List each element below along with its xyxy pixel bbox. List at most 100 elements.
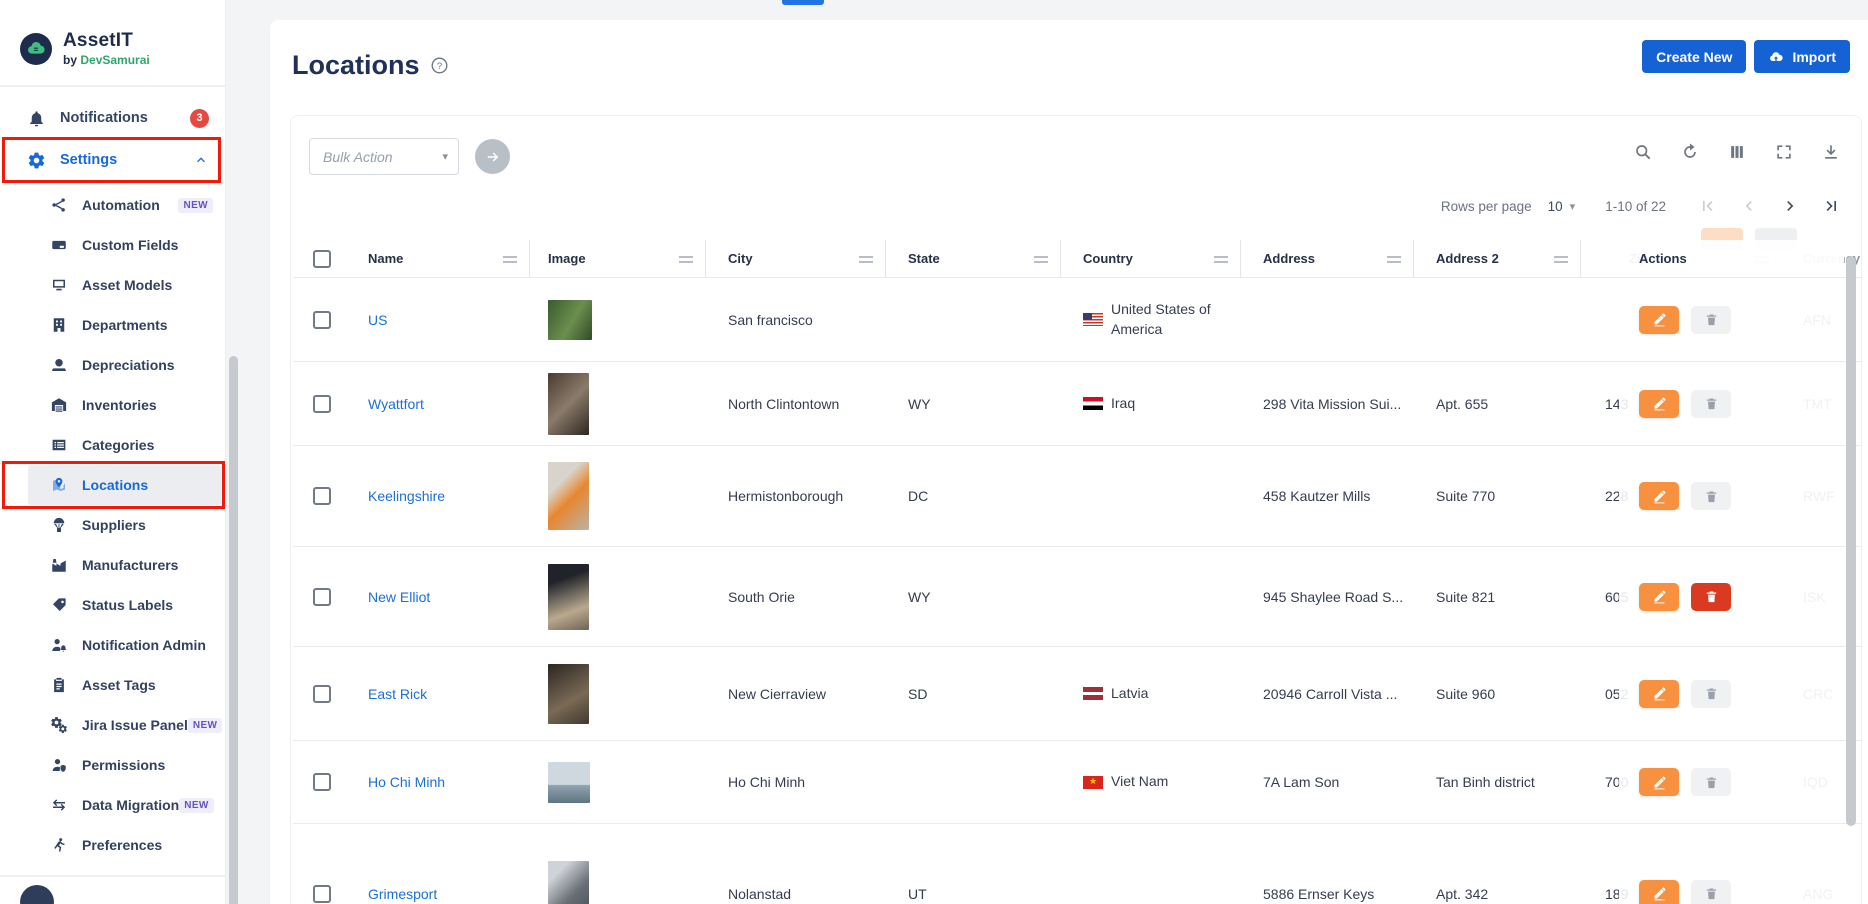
bulk-action-placeholder: Bulk Action [323,148,393,165]
sidebar-item[interactable]: Status Labels [28,585,221,625]
row-checkbox[interactable] [313,773,331,791]
view-columns-icon[interactable] [1727,142,1747,162]
sidebar-item[interactable]: Categories [28,425,221,465]
delete-button[interactable] [1691,679,1731,708]
sidebar-scrollbar-thumb[interactable] [229,356,238,904]
column-drag-handle[interactable] [1554,255,1568,263]
column-drag-handle[interactable] [1214,255,1228,263]
sidebar-item[interactable]: Suppliers [28,505,221,545]
location-name-link[interactable]: East Rick [368,685,428,702]
state-cell [886,278,1061,361]
edit-button[interactable] [1639,768,1679,796]
sidebar-item[interactable]: Asset Tags [28,665,221,705]
actions-cell [1619,362,1844,446]
sidebar-item[interactable]: Manufacturers [28,545,221,585]
page-next-icon[interactable] [1780,196,1800,216]
column-drag-handle[interactable] [1387,255,1401,263]
sidebar-item-settings[interactable]: Settings [0,137,225,183]
row-checkbox[interactable] [313,394,331,413]
column-drag-handle[interactable] [1034,255,1048,263]
settings-submenu: Automation NEW Custom Fields Asset Model… [0,185,225,865]
checkbox-cell [303,446,359,546]
monitor-icon [50,276,68,294]
search-icon[interactable] [1633,142,1653,162]
pagination-bar: Rows per page 10 ▾ 1-10 of 22 [1441,196,1841,216]
sidebar-item[interactable]: Depreciations [28,345,221,385]
row-checkbox[interactable] [313,884,331,903]
fullscreen-icon[interactable] [1774,142,1794,162]
page-prev-icon[interactable] [1739,196,1759,216]
download-icon[interactable] [1821,142,1841,162]
edit-button[interactable] [1639,389,1679,418]
edit-button[interactable] [1639,582,1679,611]
delete-button[interactable] [1691,768,1731,796]
notifications-label: Notifications [60,110,148,126]
sidebar-item[interactable]: Inventories [28,385,221,425]
caret-down-icon: ▾ [1569,200,1576,213]
bulk-action-select[interactable]: Bulk Action ▾ [309,138,459,175]
row-checkbox[interactable] [313,587,331,606]
table-row: US San francisco United States of Americ… [293,278,1861,362]
location-name-link[interactable]: Wyattfort [368,395,424,412]
edit-button[interactable] [1639,305,1679,334]
sidebar-item-label: Locations [82,477,149,493]
delete-button[interactable] [1691,879,1731,904]
delete-button[interactable] [1691,305,1731,334]
delete-button[interactable] [1691,582,1731,611]
select-all-checkbox[interactable] [313,249,331,268]
sidebar-item[interactable]: Asset Models [28,265,221,305]
import-button[interactable]: Import [1754,40,1850,73]
sidebar-item[interactable]: Preferences [28,825,221,865]
state-cell [886,741,1061,823]
checkbox-cell [303,278,359,361]
country-label: United States of America [1111,300,1211,337]
row-checkbox[interactable] [313,487,331,505]
location-name-link[interactable]: Keelingshire [368,488,446,504]
location-name-link[interactable]: Ho Chi Minh [368,774,446,790]
row-checkbox[interactable] [313,310,331,329]
row-checkbox[interactable] [313,684,331,703]
edit-button[interactable] [1639,879,1679,904]
sidebar-item[interactable]: Departments [28,305,221,345]
column-drag-handle[interactable] [679,255,693,263]
delete-button[interactable] [1691,482,1731,510]
create-new-button[interactable]: Create New [1642,40,1747,73]
sidebar-item-notifications[interactable]: Notifications 3 [0,97,225,139]
delete-button[interactable] [1691,389,1731,418]
refresh-icon[interactable] [1680,142,1700,162]
location-name-link[interactable]: New Elliot [368,588,431,605]
trash-icon [1704,775,1719,790]
location-name-link[interactable]: Grimesport [368,885,438,902]
edit-button[interactable] [1639,482,1679,510]
column-drag-handle[interactable] [859,255,873,263]
notifications-badge: 3 [190,108,209,128]
page-first-icon[interactable] [1698,196,1718,216]
sidebar-item[interactable]: Notification Admin [28,625,221,665]
bottom-avatar[interactable] [20,885,54,904]
arrow-right-icon [484,148,502,166]
edit-button[interactable] [1639,679,1679,708]
sidebar-item[interactable]: Permissions [28,745,221,785]
header-actions: Actions [1619,240,1844,278]
table-scrollbar-thumb[interactable] [1846,256,1856,826]
pencil-icon [1652,396,1667,411]
question-icon[interactable]: ? [430,56,449,75]
state-cell: SD [908,685,928,702]
new-badge: NEW [187,717,223,733]
bulk-action-go-button[interactable] [475,139,510,174]
sidebar-item-label: Notification Admin [82,637,206,653]
sidebar-item[interactable]: Data Migration NEW [28,785,221,825]
rows-per-page-select[interactable]: 10 ▾ [1548,199,1576,214]
page-last-icon[interactable] [1821,196,1841,216]
location-name-link[interactable]: US [368,311,388,328]
sidebar-item-label: Asset Models [82,277,173,293]
sidebar-item[interactable]: Jira Issue Panel NEW [28,705,223,745]
country-label: Iraq [1111,394,1136,411]
sidebar-item[interactable]: Automation NEW [28,185,221,225]
column-drag-handle[interactable] [503,255,517,263]
sidebar-item[interactable]: Locations [2,461,225,509]
trash-icon [1704,686,1719,701]
header-checkbox-cell [303,240,359,277]
gears-icon [50,716,68,734]
sidebar-item[interactable]: Custom Fields [28,225,221,265]
